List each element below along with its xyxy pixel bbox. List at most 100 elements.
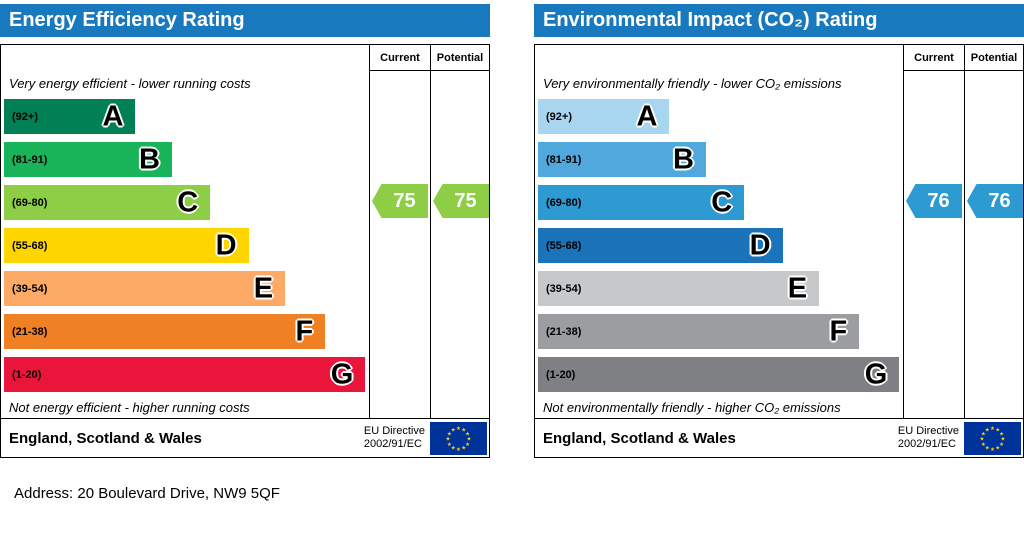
svg-text:★: ★ <box>451 445 456 451</box>
svg-text:★: ★ <box>999 441 1004 447</box>
band-letter: B <box>138 143 160 175</box>
band-row: (39-54) E <box>538 267 903 310</box>
svg-text:★: ★ <box>451 427 456 433</box>
band-bar-f: (21-38) F <box>538 314 860 349</box>
current-column-body: 76 <box>904 71 964 418</box>
svg-text:★: ★ <box>990 426 995 432</box>
band-letter: E <box>253 272 274 304</box>
eu-directive-line1: EU Directive <box>897 424 959 437</box>
band-range: (92+) <box>546 110 572 123</box>
band-bar-b: (81-91) B <box>4 142 172 177</box>
energy-efficiency-chart: Energy Efficiency Rating Very energy eff… <box>0 4 490 458</box>
current-score-value: 75 <box>393 189 416 212</box>
band-bar-g: (1-20) G <box>538 357 900 392</box>
band-row: (81-91) B <box>538 138 903 181</box>
band-range: (1-20) <box>12 368 42 381</box>
band-range: (21-38) <box>546 325 582 338</box>
svg-text:★: ★ <box>990 447 995 453</box>
band-row: (1-20) G <box>4 353 369 396</box>
band-row: (92+) A <box>4 95 369 138</box>
band-range: (55-68) <box>546 239 582 252</box>
eu-flag-icon: ★ ★★ ★★★ ★★★ ★★★ <box>430 421 487 455</box>
top-note: Very environmentally friendly - lower CO… <box>543 75 842 91</box>
svg-text:★: ★ <box>995 445 1000 451</box>
svg-text:★: ★ <box>995 427 1000 433</box>
band-bar-e: (39-54) E <box>538 271 820 306</box>
band-bar-d: (55-68) D <box>4 228 249 263</box>
eu-directive-text: EU Directive 2002/91/EC <box>364 425 425 451</box>
potential-score-arrow: 75 <box>433 184 489 218</box>
potential-column: Potential 76 <box>964 45 1023 418</box>
svg-text:★: ★ <box>980 436 985 442</box>
band-bar-a: (92+) A <box>538 99 670 134</box>
address-line: Address: 20 Boulevard Drive, NW9 5QF <box>14 485 280 502</box>
potential-column: Potential 75 <box>430 45 489 418</box>
band-range: (39-54) <box>546 282 582 295</box>
bottom-note: Not energy efficient - higher running co… <box>9 399 250 415</box>
band-letter: D <box>749 229 771 261</box>
svg-text:★: ★ <box>981 431 986 437</box>
potential-score-value: 75 <box>454 189 477 212</box>
bottom-note: Not environmentally friendly - higher CO… <box>543 399 841 415</box>
current-column: Current 75 <box>369 45 430 418</box>
current-score-value: 76 <box>927 189 950 212</box>
svg-text:★: ★ <box>456 447 461 453</box>
band-range: (21-38) <box>12 325 48 338</box>
energy-band-area: Very energy efficient - lower running co… <box>1 45 369 418</box>
svg-text:★: ★ <box>461 427 466 433</box>
svg-text:★: ★ <box>465 441 470 447</box>
band-range: (39-54) <box>12 282 48 295</box>
band-range: (92+) <box>12 110 38 123</box>
band-row: (21-38) F <box>538 310 903 353</box>
band-row: (39-54) E <box>4 267 369 310</box>
band-letter: A <box>636 100 658 132</box>
epc-rating-charts: Energy Efficiency Rating Very energy eff… <box>0 4 1024 458</box>
energy-chart-title: Energy Efficiency Rating <box>9 9 245 31</box>
environmental-chart-title: Environmental Impact (CO₂) Rating <box>543 9 878 31</box>
band-row: (69-80) C <box>4 181 369 224</box>
band-bar-e: (39-54) E <box>4 271 286 306</box>
current-score-arrow: 75 <box>372 184 428 218</box>
band-bar-a: (92+) A <box>4 99 136 134</box>
current-column-header: Current <box>370 45 430 71</box>
current-score-arrow: 76 <box>906 184 962 218</box>
band-bar-f: (21-38) F <box>4 314 326 349</box>
svg-text:★: ★ <box>465 431 470 437</box>
svg-text:★: ★ <box>981 441 986 447</box>
environmental-chart-footer: England, Scotland & Wales EU Directive 2… <box>534 419 1024 458</box>
svg-text:★: ★ <box>447 431 452 437</box>
svg-text:★: ★ <box>467 436 472 442</box>
band-letter: G <box>330 358 354 390</box>
band-letter: D <box>215 229 237 261</box>
band-row: (1-20) G <box>538 353 903 396</box>
potential-column-header: Potential <box>965 45 1023 71</box>
potential-score-arrow: 76 <box>967 184 1023 218</box>
svg-text:★: ★ <box>999 431 1004 437</box>
svg-text:★: ★ <box>985 427 990 433</box>
band-row: (21-38) F <box>4 310 369 353</box>
potential-score-value: 76 <box>988 189 1011 212</box>
environmental-chart-table: Very environmentally friendly - lower CO… <box>534 44 1024 419</box>
band-row: (55-68) D <box>538 224 903 267</box>
band-bar-c: (69-80) C <box>4 185 211 220</box>
footer-region: England, Scotland & Wales <box>543 429 736 447</box>
band-letter: C <box>711 186 733 218</box>
band-range: (69-80) <box>546 196 582 209</box>
top-note: Very energy efficient - lower running co… <box>9 75 251 91</box>
energy-chart-table: Very energy efficient - lower running co… <box>0 44 490 419</box>
eu-flag-icon: ★ ★★ ★★★ ★★★ ★★★ <box>964 421 1021 455</box>
energy-chart-title-bar: Energy Efficiency Rating <box>0 4 490 37</box>
band-letter: A <box>102 100 124 132</box>
svg-text:★: ★ <box>461 445 466 451</box>
environmental-chart-title-bar: Environmental Impact (CO₂) Rating <box>534 4 1024 37</box>
band-letter: G <box>864 358 888 390</box>
footer-region: England, Scotland & Wales <box>9 429 202 447</box>
current-column-header: Current <box>904 45 964 71</box>
band-range: (81-91) <box>546 153 582 166</box>
band-range: (1-20) <box>546 368 576 381</box>
svg-text:★: ★ <box>456 426 461 432</box>
band-row: (55-68) D <box>4 224 369 267</box>
band-bar-c: (69-80) C <box>538 185 745 220</box>
environmental-band-area: Very environmentally friendly - lower CO… <box>535 45 903 418</box>
energy-chart-footer: England, Scotland & Wales EU Directive 2… <box>0 419 490 458</box>
